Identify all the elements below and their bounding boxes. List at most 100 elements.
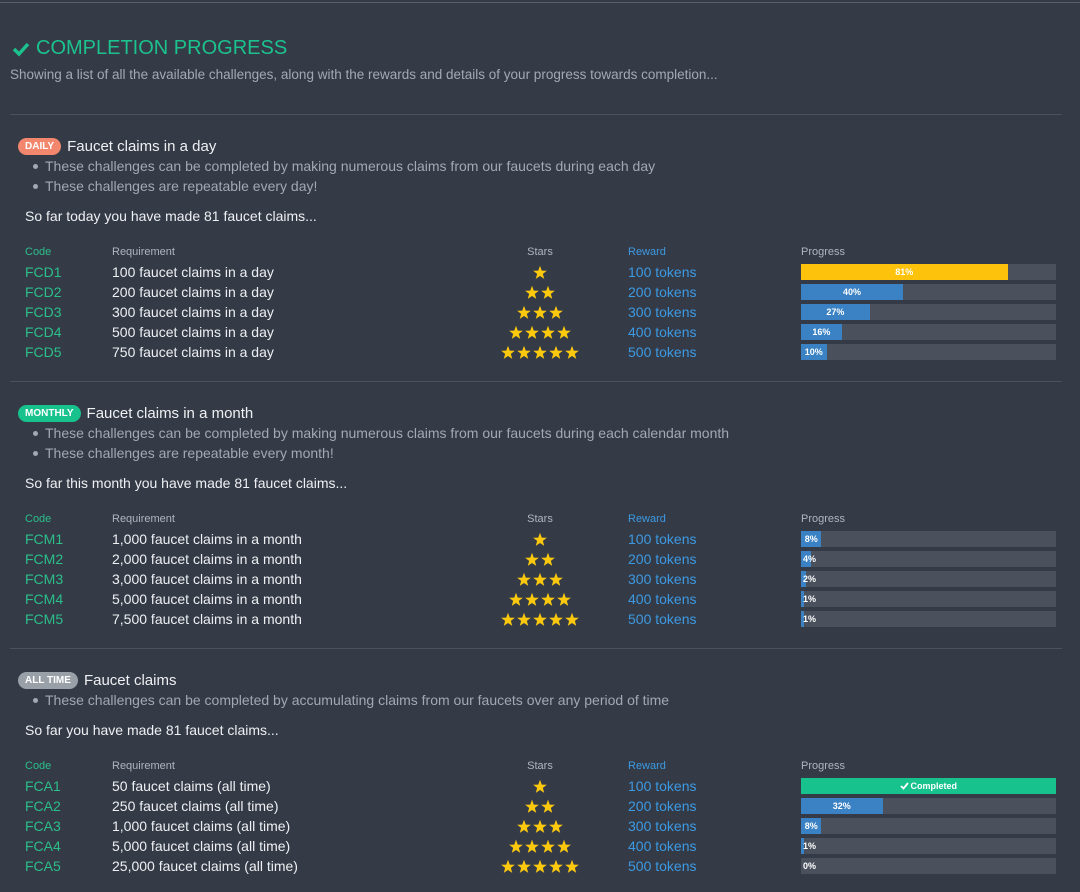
star [509,840,523,854]
progress-text: 8% [804,534,818,544]
star [517,613,531,627]
progress-fill [801,344,827,360]
reward[interactable]: 100 tokens [628,531,697,547]
reward[interactable]: 500 tokens [628,611,697,627]
star [533,820,547,834]
challenge-row: FCD5 750 faucet claims in a day 500 tokens… [10,342,1062,362]
progress-text: 2% [803,574,817,584]
reward[interactable]: 400 tokens [628,591,697,607]
progress-track: 10% [801,344,1056,360]
stars [525,286,555,300]
column-header: Progress [801,246,846,258]
star [533,573,547,587]
note: These challenges can be completed by mak… [10,156,1062,176]
star [549,613,563,627]
challenge-row: FCA5 25,000 faucet claims (all time) 500 t… [10,856,1062,876]
star [517,860,531,874]
stars [509,326,571,340]
column-header: Stars [527,246,553,258]
reward[interactable]: 300 tokens [628,818,697,834]
reward[interactable]: 400 tokens [628,324,697,340]
progress-text: 4% [803,554,817,564]
progress-track: 8% [801,818,1056,834]
progress-label: 10% [805,344,823,360]
stars [501,613,579,627]
code: FCA5 [25,858,61,874]
progress-text: 81% [895,267,914,277]
reward[interactable]: 100 tokens [628,264,697,280]
progress-track: 8% [801,531,1056,547]
code: FCD3 [25,304,62,320]
requirement: 2,000 faucet claims in a month [112,551,302,567]
reward[interactable]: 200 tokens [628,284,697,300]
progress-label: 81% [895,264,913,280]
column-header: Reward [628,513,666,525]
challenge-row: FCD4 500 faucet claims in a day 400 tokens… [10,322,1062,342]
star [533,780,547,794]
reward[interactable]: 400 tokens [628,838,697,854]
star [525,553,539,567]
summary: So far you have made 81 faucet claims... [25,722,279,738]
code: FCM1 [25,531,64,547]
progress-text: 0% [803,861,817,871]
section-heading: ALL TIME Faucet claims [10,670,1062,690]
progress-label: Completed [899,778,957,794]
progress-text: 32% [832,801,851,811]
star [533,860,547,874]
progress-label: 4% [803,551,816,567]
star [549,306,563,320]
stars [501,346,579,360]
reward[interactable]: 100 tokens [628,778,697,794]
reward[interactable]: 200 tokens [628,798,697,814]
progress-track: 1% [801,838,1056,854]
star [549,860,563,874]
reward[interactable]: 500 tokens [628,858,697,874]
progress-label: 1% [803,838,816,854]
column-header: Reward [628,760,666,772]
star [533,533,547,547]
progress-track: 27% [801,304,1056,320]
stars [517,573,563,587]
star [565,613,579,627]
stars-cell [480,322,600,342]
sections: DAILY Faucet claims in a day These challen… [0,136,1080,876]
stars-cell [480,529,600,549]
star [541,800,555,814]
stars [501,860,579,874]
stars [509,593,571,607]
column-header: Stars [527,513,553,525]
requirement: 7,500 faucet claims in a month [112,611,302,627]
requirement: 300 faucet claims in a day [112,304,274,320]
star [509,326,523,340]
check-icon [899,782,909,790]
requirement: 5,000 faucet claims in a month [112,591,302,607]
stars [533,780,547,794]
challenge-row: FCD3 300 faucet claims in a day 300 tokens… [10,302,1062,322]
progress-track: 0% [801,858,1056,874]
code: FCD5 [25,344,62,360]
stars-cell [480,816,600,836]
progress-track: 2% [801,571,1056,587]
stars [533,533,547,547]
code: FCD1 [25,264,62,280]
reward[interactable]: 200 tokens [628,551,697,567]
star [517,820,531,834]
reward[interactable]: 300 tokens [628,571,697,587]
top-border [0,0,1080,3]
table-header: Code Requirement Stars Reward Progress [10,756,1062,776]
challenge-row: FCA2 250 faucet claims (all time) 200 toke… [10,796,1062,816]
progress-label: 40% [843,284,861,300]
column-header: Requirement [112,513,175,525]
header: COMPLETION PROGRESS Showing a list of al… [10,3,1062,115]
column-header: Requirement [112,246,175,258]
progress-text: 10% [804,347,823,357]
progress-fill [801,611,804,627]
reward[interactable]: 500 tokens [628,344,697,360]
stars-cell [480,569,600,589]
progress-track: 81% [801,264,1056,280]
star [525,593,539,607]
title-text: COMPLETION PROGRESS [36,37,288,59]
column-header: Code [25,246,52,258]
reward[interactable]: 300 tokens [628,304,697,320]
